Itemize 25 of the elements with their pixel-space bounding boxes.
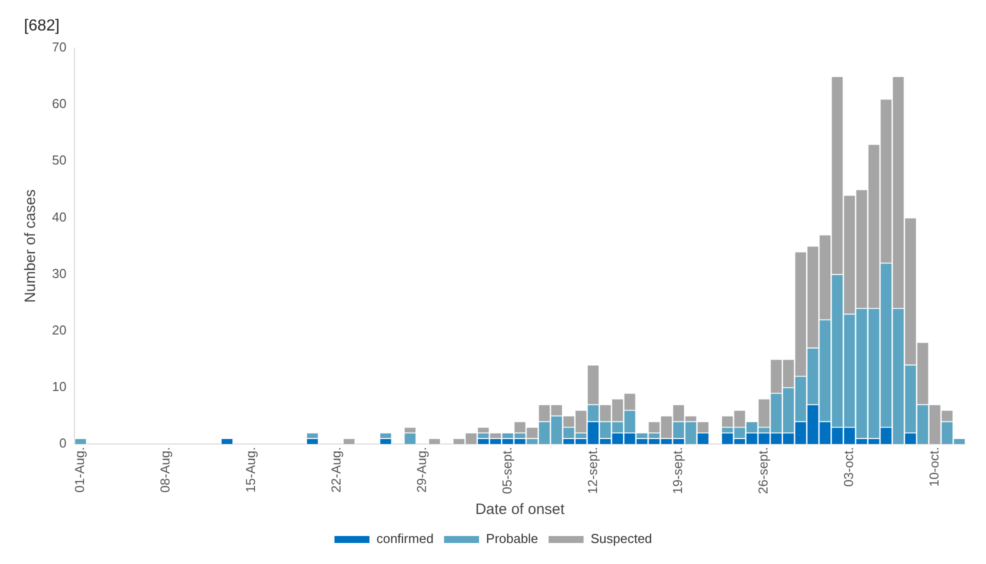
x-tick-label: 22-Aug.: [328, 447, 344, 493]
x-tick-label: 12-sept.: [584, 447, 600, 494]
x-tick-label: 26-sept.: [756, 447, 771, 494]
legend-label: Suspected: [590, 531, 652, 546]
y-tick-label: 30: [52, 266, 66, 281]
y-tick-label: 0: [59, 436, 66, 451]
x-tick-label: 03-oct.: [841, 447, 856, 487]
x-tick-label: 05-sept.: [499, 447, 514, 494]
text: [682]: [24, 17, 60, 34]
y-axis-title: Number of cases: [22, 189, 40, 303]
y-tick-label: 60: [52, 96, 66, 112]
x-tick-label: 01-Aug.: [72, 447, 88, 493]
y-tick-label: 70: [52, 40, 66, 55]
legend-label: Probable: [486, 531, 538, 546]
y-tick-label: 40: [52, 209, 66, 224]
x-axis-title: Date of onset: [475, 501, 566, 518]
x-tick-label: 15-Aug.: [243, 447, 258, 493]
y-tick-label: 50: [52, 152, 66, 168]
y-tick-label: 20: [52, 322, 66, 338]
legend-label: confirmed: [376, 531, 434, 546]
y-tick-label: 10: [52, 379, 66, 394]
x-tick-label: 29-Aug.: [414, 447, 429, 493]
x-tick-label: 19-sept.: [670, 447, 686, 494]
x-tick-label: 10-oct.: [926, 447, 942, 487]
x-tick-label: 08-Aug.: [158, 447, 173, 493]
